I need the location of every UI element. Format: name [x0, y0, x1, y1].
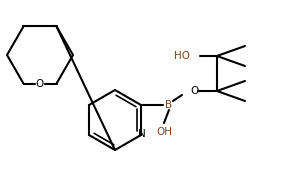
- Text: HO: HO: [174, 51, 190, 61]
- Text: N: N: [138, 129, 146, 139]
- Text: OH: OH: [156, 127, 172, 137]
- Text: B: B: [165, 100, 172, 110]
- Text: O: O: [36, 79, 44, 89]
- Text: O: O: [190, 86, 198, 96]
